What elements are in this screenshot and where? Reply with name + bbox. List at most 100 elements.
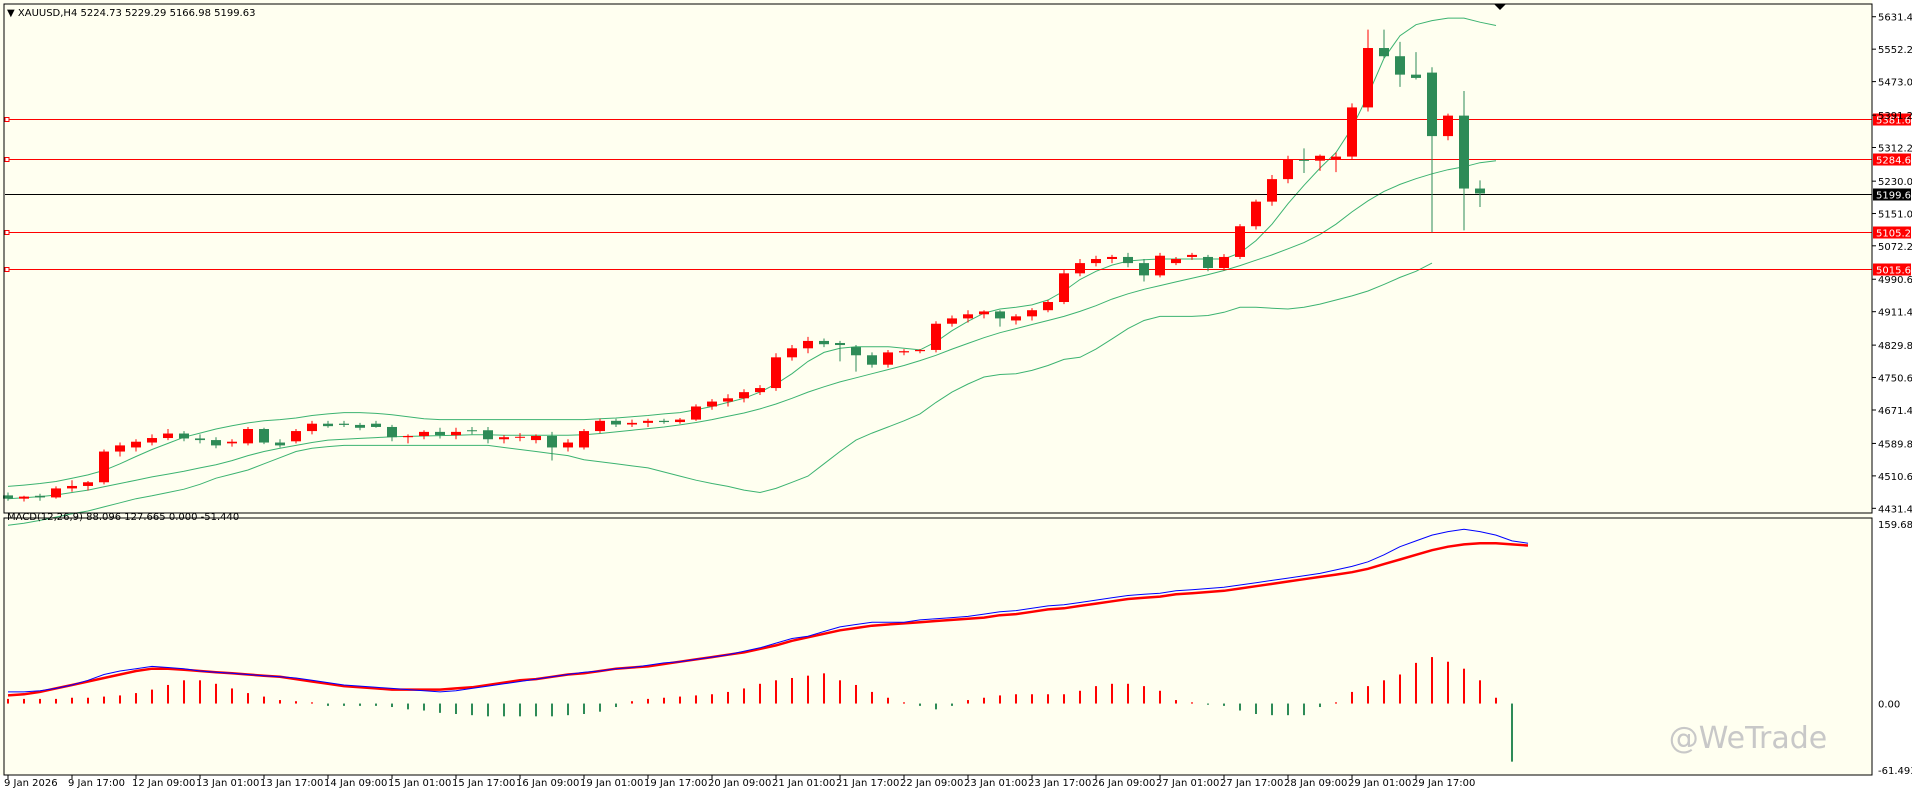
level-price-label: 5105.29 bbox=[1876, 229, 1912, 240]
time-tick-label: 14 Jan 09:00 bbox=[324, 778, 387, 789]
candle-body bbox=[291, 431, 301, 442]
candle-body bbox=[835, 342, 845, 346]
candle bbox=[1331, 152, 1341, 173]
candle-body bbox=[1171, 259, 1181, 264]
level-anchor[interactable] bbox=[4, 157, 10, 162]
candle bbox=[931, 321, 941, 353]
time-tick-label: 23 Jan 01:00 bbox=[964, 778, 1027, 789]
candle-body bbox=[67, 485, 77, 489]
level-anchor[interactable] bbox=[4, 230, 10, 235]
candle bbox=[1379, 29, 1389, 59]
level-price-label: 5381.61 bbox=[1876, 116, 1912, 127]
candle-body bbox=[979, 311, 989, 315]
price-tick-label: 4911.40 bbox=[1878, 308, 1912, 319]
bb-upper-line bbox=[7, 17, 1497, 487]
macd-tick-label: 0.00 bbox=[1878, 700, 1900, 711]
candle bbox=[611, 418, 621, 427]
macd-panel-border bbox=[3, 517, 1873, 776]
candle bbox=[755, 385, 765, 396]
candle-body bbox=[899, 351, 909, 353]
candle-body bbox=[1315, 155, 1325, 161]
candlesticks bbox=[3, 29, 1485, 502]
candle bbox=[1459, 91, 1469, 231]
time-tick-label: 9 Jan 2026 bbox=[4, 778, 58, 789]
level-anchor[interactable] bbox=[4, 117, 10, 122]
bb-middle-line bbox=[7, 160, 1497, 500]
chart-background bbox=[0, 0, 1872, 775]
candle-body bbox=[947, 318, 957, 324]
ohlc-readout: 5224.73 5229.29 5166.98 5199.63 bbox=[81, 8, 256, 19]
candle-body bbox=[1043, 302, 1053, 311]
candle-body bbox=[531, 435, 541, 441]
candle bbox=[3, 492, 13, 501]
price-tick-label: 5312.20 bbox=[1878, 143, 1912, 154]
candle bbox=[1315, 154, 1325, 171]
candle bbox=[83, 481, 93, 491]
level-price-tag bbox=[1873, 113, 1911, 126]
candle bbox=[1235, 224, 1245, 259]
candle-body bbox=[515, 436, 525, 438]
candle-body bbox=[467, 430, 477, 432]
macd-lines bbox=[7, 528, 1529, 697]
candle bbox=[579, 429, 589, 450]
shift-marker-icon[interactable] bbox=[1494, 4, 1506, 10]
candle bbox=[371, 420, 381, 428]
candle bbox=[259, 427, 269, 445]
macd-tick-label: 159.683 bbox=[1878, 520, 1912, 531]
time-tick-label: 21 Jan 01:00 bbox=[772, 778, 835, 789]
candle bbox=[675, 417, 685, 424]
bollinger-bands bbox=[7, 17, 1497, 526]
candle-body bbox=[307, 423, 317, 432]
candle bbox=[531, 434, 541, 444]
candle-body bbox=[1299, 159, 1309, 161]
candle bbox=[1283, 155, 1293, 184]
candle bbox=[211, 437, 221, 449]
price-tick-label: 4431.40 bbox=[1878, 504, 1912, 515]
time-tick-label: 29 Jan 17:00 bbox=[1412, 778, 1475, 789]
watermark: @WeTrade bbox=[1669, 721, 1828, 756]
candle bbox=[355, 422, 365, 431]
candle-body bbox=[707, 401, 717, 407]
candle bbox=[563, 439, 573, 452]
candle-body bbox=[1267, 179, 1277, 202]
candle bbox=[691, 404, 701, 421]
candle bbox=[1203, 254, 1213, 272]
candle bbox=[1443, 113, 1453, 141]
candle bbox=[435, 427, 445, 439]
candle bbox=[883, 349, 893, 368]
candle bbox=[1347, 103, 1357, 160]
time-tick-label: 27 Jan 17:00 bbox=[1220, 778, 1283, 789]
candle-body bbox=[851, 347, 861, 356]
time-tick-label: 13 Jan 01:00 bbox=[196, 778, 259, 789]
candle bbox=[1059, 269, 1069, 305]
candle bbox=[1091, 255, 1101, 267]
candle bbox=[243, 426, 253, 446]
candle-body bbox=[19, 496, 29, 499]
candle-body bbox=[1235, 226, 1245, 257]
level-price-tag bbox=[1873, 263, 1911, 276]
candle bbox=[851, 345, 861, 372]
time-tick-label: 15 Jan 01:00 bbox=[388, 778, 451, 789]
price-tick-label: 4750.60 bbox=[1878, 374, 1912, 385]
level-price-tag bbox=[1873, 226, 1911, 239]
candle-body bbox=[675, 419, 685, 423]
candle-body bbox=[115, 445, 125, 452]
current-price-tag bbox=[1873, 188, 1911, 201]
candle-body bbox=[1347, 107, 1357, 157]
level-price-label: 5015.61 bbox=[1876, 266, 1912, 277]
candle-body bbox=[1203, 256, 1213, 269]
candle bbox=[131, 439, 141, 452]
candle bbox=[323, 420, 333, 428]
candle-body bbox=[195, 438, 205, 441]
candle bbox=[1363, 29, 1373, 112]
candle-body bbox=[1363, 48, 1373, 108]
dropdown-marker[interactable]: ▼ bbox=[7, 8, 18, 19]
candle bbox=[99, 449, 109, 485]
level-anchor[interactable] bbox=[4, 267, 10, 272]
candle bbox=[1011, 314, 1021, 325]
candle bbox=[1139, 259, 1149, 282]
candle-body bbox=[1155, 255, 1165, 276]
candle bbox=[195, 434, 205, 444]
candle bbox=[35, 493, 45, 501]
